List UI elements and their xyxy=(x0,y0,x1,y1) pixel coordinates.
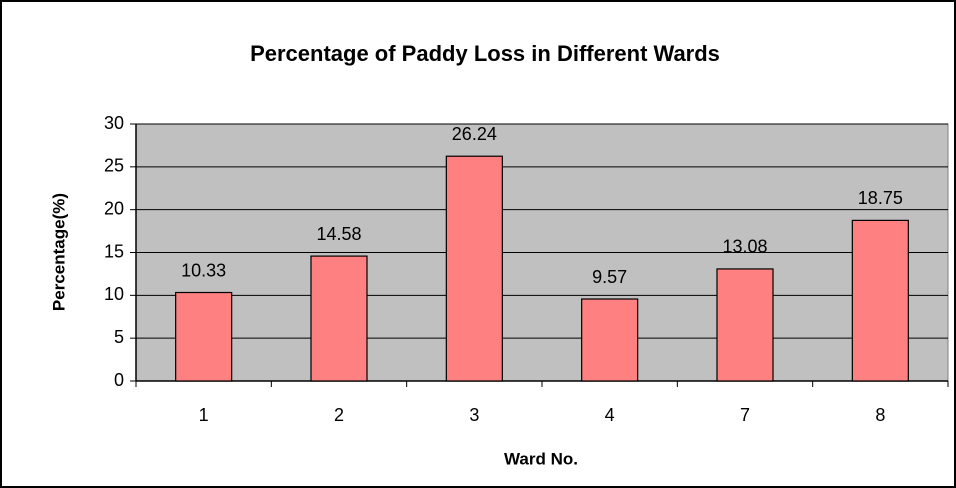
data-label: 18.75 xyxy=(858,188,903,208)
data-label: 10.33 xyxy=(181,260,226,280)
x-tick-label: 4 xyxy=(605,405,615,425)
bar xyxy=(445,155,503,382)
bar xyxy=(175,291,233,382)
chart-title: Percentage of Paddy Loss in Different Wa… xyxy=(250,41,720,66)
x-tick-label: 8 xyxy=(875,405,885,425)
y-tick-label: 20 xyxy=(104,198,124,218)
bar xyxy=(310,255,368,382)
x-tick-label: 3 xyxy=(469,405,479,425)
y-axis-title: Percentage(%) xyxy=(49,193,68,311)
data-label: 26.24 xyxy=(452,124,497,144)
data-label: 9.57 xyxy=(592,267,627,287)
x-tick-label: 7 xyxy=(740,405,750,425)
x-tick-label: 1 xyxy=(199,405,209,425)
data-label: 13.08 xyxy=(722,237,767,257)
bar xyxy=(851,219,909,382)
x-axis-title: Ward No. xyxy=(504,449,578,468)
bar xyxy=(716,268,774,382)
data-label: 14.58 xyxy=(316,224,361,244)
y-tick-label: 25 xyxy=(104,156,124,176)
y-tick-label: 15 xyxy=(104,241,124,261)
x-tick-label: 2 xyxy=(334,405,344,425)
y-tick-label: 10 xyxy=(104,284,124,304)
y-tick-label: 30 xyxy=(104,113,124,133)
bar xyxy=(581,298,639,382)
y-tick-label: 5 xyxy=(114,327,124,347)
y-tick-label: 0 xyxy=(114,370,124,390)
